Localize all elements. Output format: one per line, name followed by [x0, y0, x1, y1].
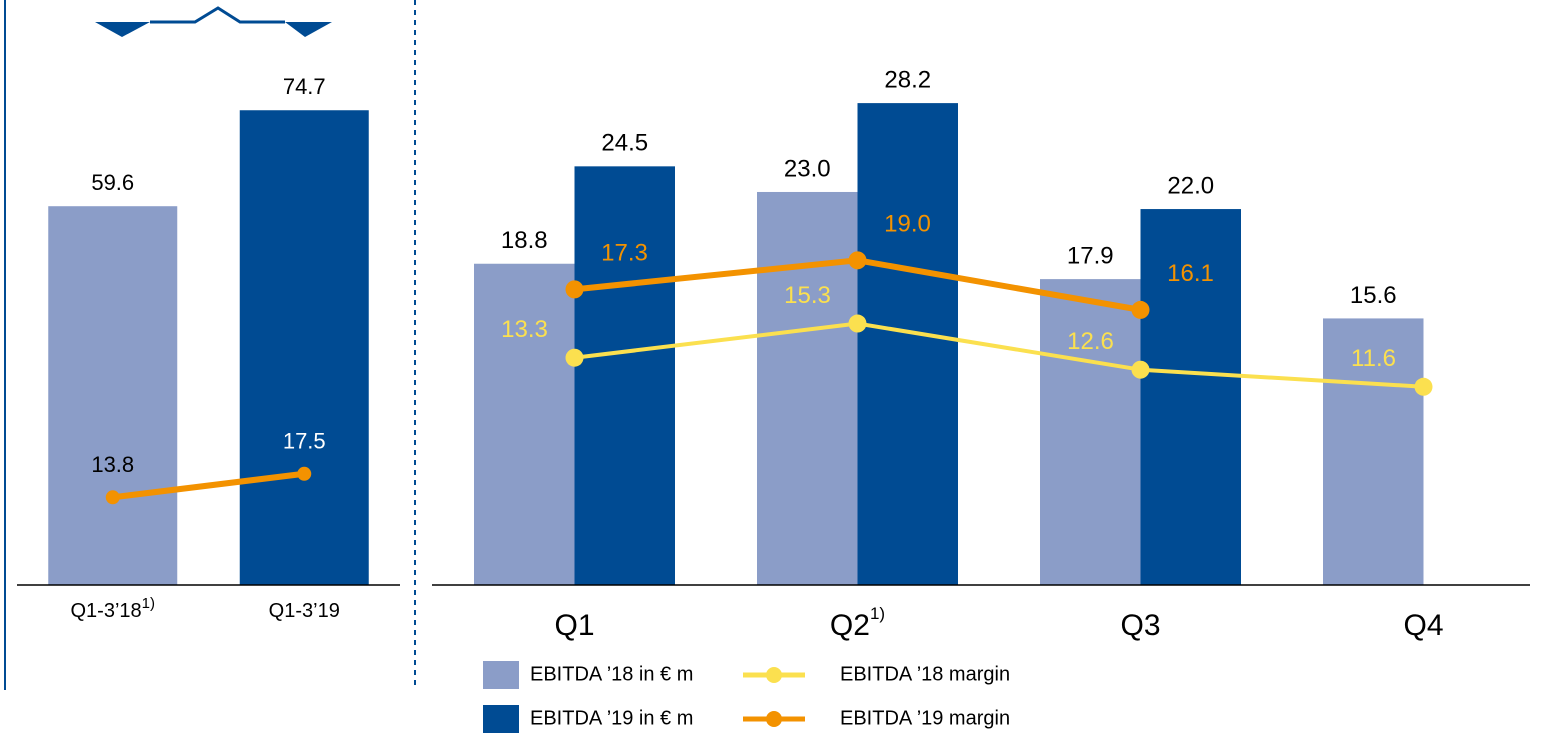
- bar-value-label: 17.9: [1067, 242, 1114, 269]
- line-value-label: 17.3: [601, 240, 648, 267]
- margin-marker: [1414, 377, 1433, 396]
- x-tick-label: Q1-3’19: [269, 600, 340, 622]
- line-value-label: 13.3: [501, 316, 548, 343]
- margin-marker: [297, 466, 312, 481]
- margin-line: [112, 470, 305, 501]
- category-text: Q1: [554, 609, 594, 642]
- x-tick-label: Q1-3’181): [71, 595, 156, 622]
- bar-value-label: 15.6: [1350, 282, 1397, 309]
- legend-swatch: [766, 667, 782, 683]
- legend-label: EBITDA ’18 in € m: [530, 663, 693, 685]
- line-value-label: 15.3: [784, 282, 831, 309]
- footnote-mark: 1): [142, 595, 155, 612]
- line-value-label: 16.1: [1167, 260, 1214, 287]
- bar-value-label: 22.0: [1167, 172, 1214, 199]
- bar: [857, 103, 958, 586]
- margin-marker: [848, 251, 867, 270]
- margin-line: [574, 321, 1424, 389]
- line-value-label: 12.6: [1067, 328, 1114, 355]
- category-text: Q2: [830, 609, 870, 642]
- footnote-mark: 1): [870, 604, 885, 623]
- margin-marker: [848, 314, 867, 333]
- legend-label: EBITDA ’18 margin: [840, 663, 1010, 685]
- bar: [1323, 318, 1424, 585]
- bar-value-label: 23.0: [784, 155, 831, 182]
- category-text: Q1-3’19: [269, 600, 340, 622]
- bar: [1040, 279, 1141, 585]
- bar-value-label: 74.7: [283, 74, 326, 99]
- bar-value-label: 24.5: [601, 130, 648, 157]
- decoration: [150, 6, 285, 24]
- category-text: Q3: [1120, 609, 1160, 642]
- margin-marker: [565, 280, 584, 299]
- line-value-label: 17.5: [283, 429, 326, 454]
- bar: [574, 166, 675, 585]
- legend-label: EBITDA ’19 in € m: [530, 707, 693, 729]
- x-tick-label: Q1: [554, 609, 594, 642]
- decoration: [285, 22, 332, 37]
- decoration: [95, 22, 150, 37]
- bar-value-label: 59.6: [91, 170, 134, 195]
- legend-label: EBITDA ’19 margin: [840, 707, 1010, 729]
- line-value-label: 13.8: [91, 452, 134, 477]
- bar: [757, 191, 858, 585]
- x-tick-label: Q4: [1403, 609, 1443, 642]
- margin-marker: [565, 348, 584, 367]
- bar-value-label: 18.8: [501, 227, 548, 254]
- bar-value-label: 28.2: [884, 66, 931, 93]
- margin-marker: [1131, 300, 1150, 319]
- bar: [48, 206, 178, 585]
- x-tick-label: Q3: [1120, 609, 1160, 642]
- category-text: Q1-3’18: [71, 600, 142, 622]
- legend-swatch: [483, 705, 519, 733]
- bar: [239, 110, 369, 586]
- bar: [1140, 209, 1241, 585]
- legend-swatch: [483, 661, 519, 689]
- category-text: Q4: [1403, 609, 1443, 642]
- line-value-label: 11.6: [1351, 345, 1396, 372]
- legend-swatch: [766, 711, 782, 727]
- line-value-label: 19.0: [884, 211, 931, 238]
- x-tick-label: Q21): [830, 604, 885, 641]
- margin-marker: [1131, 360, 1150, 379]
- bar: [474, 263, 575, 585]
- margin-marker: [105, 490, 120, 505]
